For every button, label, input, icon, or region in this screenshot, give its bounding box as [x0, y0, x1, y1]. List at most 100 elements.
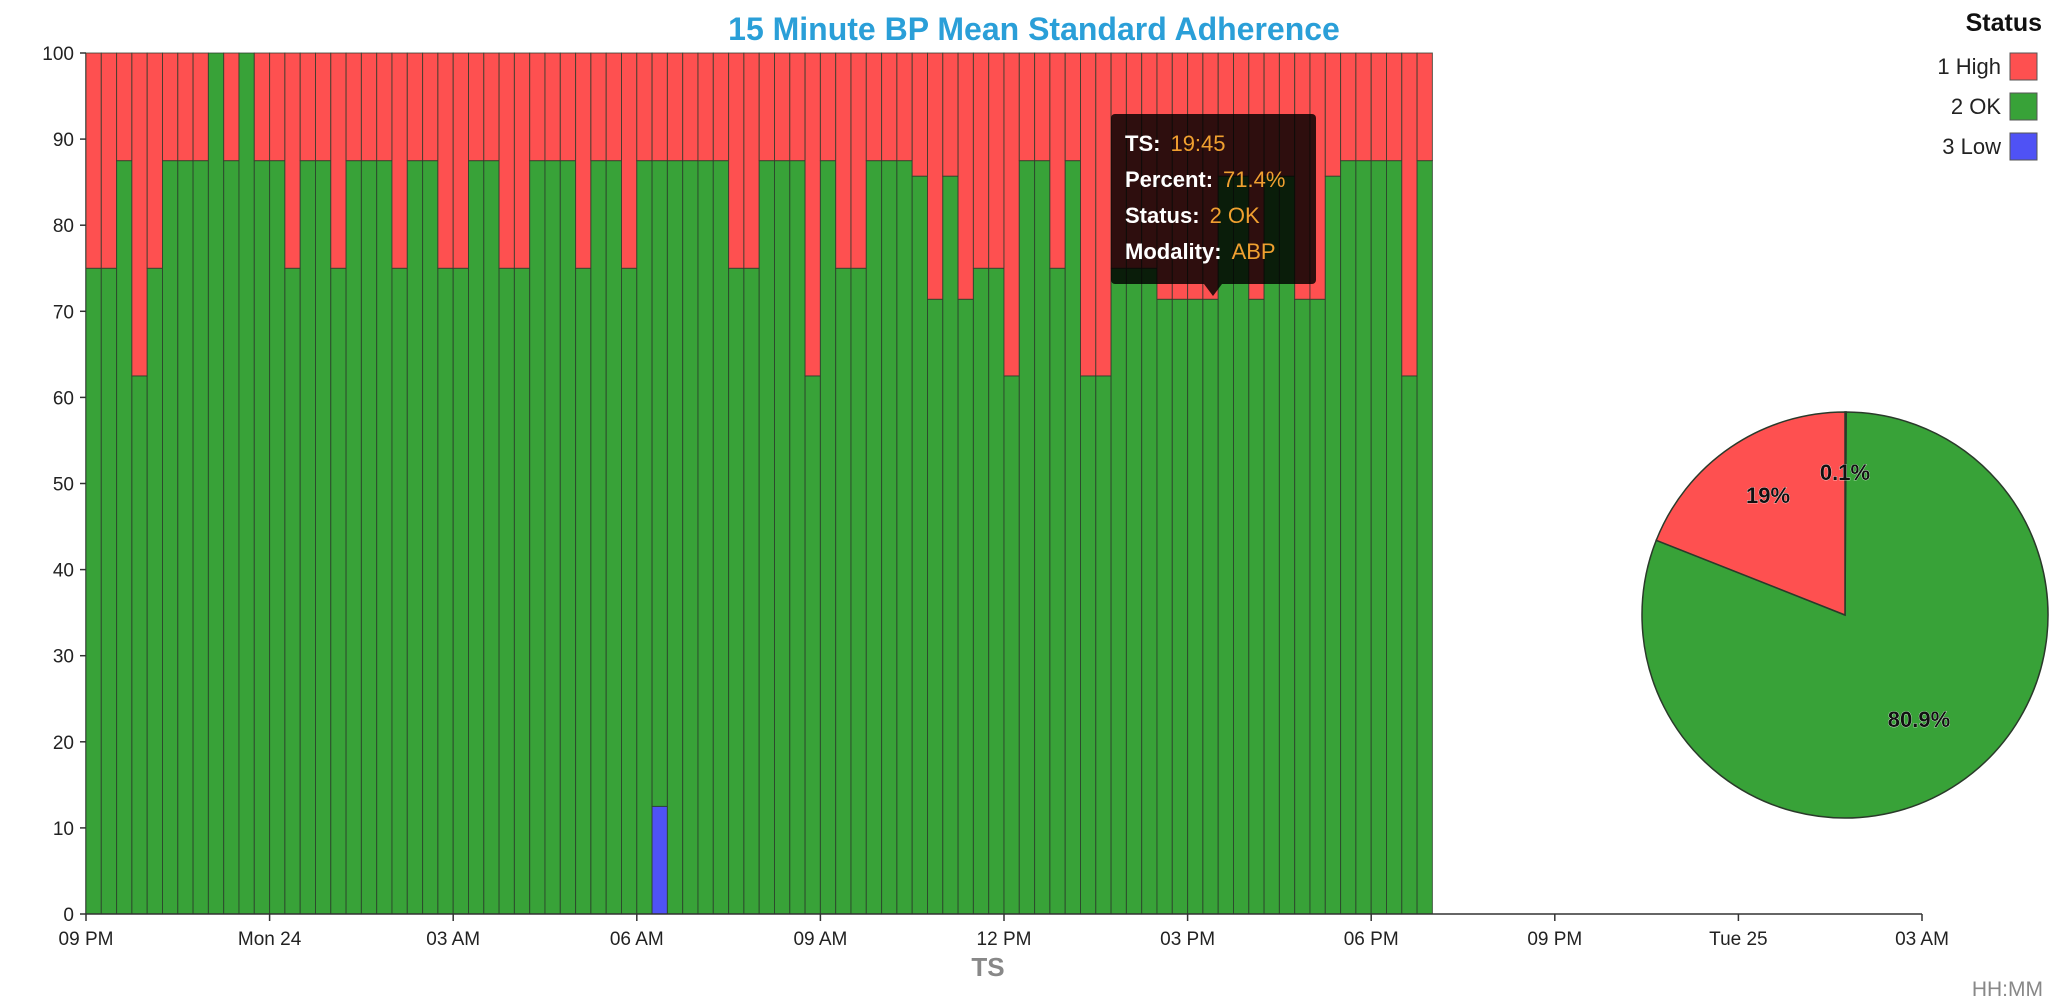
- bar-segment-ok[interactable]: [988, 267, 1005, 915]
- bar-segment-ok[interactable]: [1217, 175, 1234, 915]
- bar-segment-ok[interactable]: [1141, 267, 1158, 915]
- bar-segment-high[interactable]: [483, 52, 500, 162]
- bar-segment-high[interactable]: [682, 52, 699, 162]
- bar-segment-ok[interactable]: [223, 160, 240, 915]
- bar-segment-high[interactable]: [192, 52, 209, 162]
- bar-segment-ok[interactable]: [651, 160, 668, 807]
- bar-segment-ok[interactable]: [819, 160, 837, 915]
- bar-segment-ok[interactable]: [1233, 175, 1250, 915]
- bar-segment-high[interactable]: [942, 52, 959, 177]
- bar-segment-high[interactable]: [1416, 52, 1433, 162]
- bar-segment-ok[interactable]: [896, 160, 913, 915]
- bar-segment-high[interactable]: [116, 52, 133, 162]
- bar-segment-ok[interactable]: [437, 267, 454, 915]
- bar-segment-high[interactable]: [697, 52, 714, 162]
- bar-segment-high[interactable]: [391, 52, 408, 269]
- bar-segment-ok[interactable]: [207, 52, 225, 915]
- bar-segment-high[interactable]: [422, 52, 439, 162]
- bar-segment-ok[interactable]: [1171, 298, 1189, 915]
- bar-segment-high[interactable]: [529, 52, 546, 162]
- bar-segment-ok[interactable]: [835, 267, 852, 915]
- bar-segment-ok[interactable]: [544, 160, 561, 915]
- bar-segment-ok[interactable]: [942, 175, 959, 915]
- bar-segment-ok[interactable]: [957, 298, 974, 915]
- bar-segment-high[interactable]: [605, 52, 623, 162]
- bar-segment-ok[interactable]: [498, 267, 515, 915]
- bar-segment-ok[interactable]: [743, 267, 760, 915]
- bar-segment-ok[interactable]: [621, 267, 638, 915]
- bar-segment-high[interactable]: [360, 52, 378, 162]
- bar-segment-high[interactable]: [575, 52, 592, 269]
- bar-segment-high[interactable]: [253, 52, 271, 162]
- bar-segment-ok[interactable]: [559, 160, 577, 915]
- bar-segment-ok[interactable]: [376, 160, 393, 915]
- bar-segment-high[interactable]: [712, 52, 730, 162]
- bar-segment-high[interactable]: [972, 52, 990, 269]
- bar-segment-ok[interactable]: [284, 267, 301, 915]
- bar-segment-ok[interactable]: [666, 160, 684, 915]
- bar-segment-ok[interactable]: [758, 160, 776, 915]
- bar-segment-high[interactable]: [666, 52, 684, 162]
- bar-segment-ok[interactable]: [1401, 375, 1418, 915]
- bar-segment-high[interactable]: [804, 52, 821, 377]
- bar-segment-high[interactable]: [437, 52, 454, 269]
- bar-segment-ok[interactable]: [116, 160, 133, 915]
- bar-segment-ok[interactable]: [972, 267, 990, 915]
- bar-segment-ok[interactable]: [804, 375, 821, 915]
- bar-segment-high[interactable]: [774, 52, 791, 162]
- bar-segment-ok[interactable]: [1263, 175, 1280, 915]
- bar-segment-ok[interactable]: [269, 160, 286, 915]
- bar-segment-ok[interactable]: [238, 52, 255, 915]
- bar-segment-high[interactable]: [299, 52, 317, 162]
- bar-segment-high[interactable]: [1064, 52, 1081, 162]
- bar-segment-high[interactable]: [315, 52, 332, 162]
- bar-segment-high[interactable]: [1355, 52, 1372, 162]
- bar-segment-ok[interactable]: [1324, 175, 1342, 915]
- bar-segment-high[interactable]: [957, 52, 974, 300]
- bar-segment-high[interactable]: [1049, 52, 1066, 269]
- bar-segment-high[interactable]: [376, 52, 393, 162]
- bar-segment-ok[interactable]: [391, 267, 408, 915]
- bar-segment-ok[interactable]: [881, 160, 898, 915]
- bar-segment-high[interactable]: [513, 52, 531, 269]
- bar-segment-ok[interactable]: [468, 160, 485, 915]
- bar-segment-ok[interactable]: [682, 160, 699, 915]
- bar-segment-high[interactable]: [927, 52, 944, 300]
- bar-segment-ok[interactable]: [1386, 160, 1403, 915]
- bar-segment-ok[interactable]: [1080, 375, 1097, 915]
- bar-segment-high[interactable]: [284, 52, 301, 269]
- bar-segment-high[interactable]: [636, 52, 653, 162]
- bar-segment-high[interactable]: [1003, 52, 1020, 377]
- bar-segment-ok[interactable]: [1370, 160, 1387, 915]
- bar-segment-high[interactable]: [452, 52, 470, 269]
- bar-segment-high[interactable]: [1095, 52, 1112, 377]
- bar-segment-ok[interactable]: [1064, 160, 1081, 915]
- bar-segment-ok[interactable]: [850, 267, 867, 915]
- bar-segment-ok[interactable]: [422, 160, 439, 915]
- bar-segment-ok[interactable]: [1340, 160, 1357, 915]
- bar-segment-high[interactable]: [559, 52, 577, 162]
- bar-segment-ok[interactable]: [774, 160, 791, 915]
- bar-segment-ok[interactable]: [483, 160, 500, 915]
- bar-segment-ok[interactable]: [100, 267, 118, 915]
- bar-segment-ok[interactable]: [452, 267, 470, 915]
- bar-segment-ok[interactable]: [406, 160, 424, 915]
- bar-segment-high[interactable]: [1386, 52, 1403, 162]
- bar-segment-high[interactable]: [881, 52, 898, 162]
- bar-segment-ok[interactable]: [575, 267, 592, 915]
- bar-segment-ok[interactable]: [1110, 267, 1127, 915]
- bar-segment-high[interactable]: [498, 52, 515, 269]
- bar-segment-high[interactable]: [896, 52, 913, 162]
- bar-segment-high[interactable]: [345, 52, 362, 162]
- bar-segment-high[interactable]: [758, 52, 776, 162]
- bar-segment-high[interactable]: [1401, 52, 1418, 377]
- bar-segment-ok[interactable]: [253, 160, 271, 915]
- bar-segment-ok[interactable]: [1095, 375, 1112, 915]
- bar-segment-ok[interactable]: [605, 160, 623, 915]
- bar-segment-high[interactable]: [789, 52, 806, 162]
- bar-segment-ok[interactable]: [1018, 160, 1036, 915]
- bar-segment-ok[interactable]: [712, 160, 730, 915]
- bar-segment-ok[interactable]: [1125, 267, 1143, 915]
- bar-segment-ok[interactable]: [728, 267, 745, 915]
- bar-segment-ok[interactable]: [1355, 160, 1372, 915]
